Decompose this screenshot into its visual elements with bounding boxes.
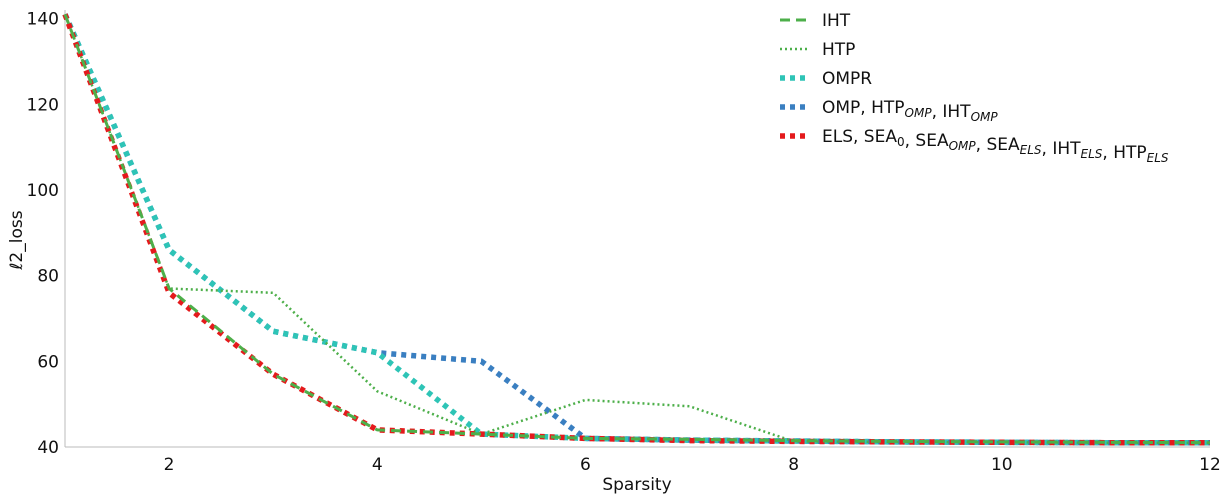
series-line-4 bbox=[62, 13, 1210, 446]
series-layer bbox=[62, 13, 1211, 446]
x-tick-label: 10 bbox=[991, 455, 1013, 475]
y-tick-label: 120 bbox=[27, 95, 59, 115]
axes bbox=[64, 10, 1210, 448]
y-axis-label: ℓ2_loss bbox=[7, 210, 27, 270]
x-tick-label: 4 bbox=[372, 455, 383, 475]
tick-layer: 2 4 6 8 10 12 40 60 80 100 120 140 bbox=[27, 10, 1221, 475]
x-tick-label: 8 bbox=[788, 455, 799, 475]
y-tick-label: 40 bbox=[37, 438, 59, 458]
legend-label-4: ELS, SEA0, SEAOMP, SEAELS, IHTELS, HTPEL… bbox=[822, 127, 1169, 165]
y-tick-label: 60 bbox=[37, 352, 59, 372]
legend-label-1: HTP bbox=[822, 40, 855, 60]
series-line-1 bbox=[63, 13, 1210, 444]
legend-label-0: IHT bbox=[822, 11, 851, 31]
series-line-0 bbox=[63, 13, 1211, 445]
legend-label-2: OMPR bbox=[822, 69, 872, 89]
series-line-2 bbox=[62, 13, 1210, 446]
x-tick-label: 12 bbox=[1199, 455, 1221, 475]
y-tick-label: 100 bbox=[27, 181, 59, 201]
x-tick-label: 2 bbox=[164, 455, 175, 475]
x-axis-label: Sparsity bbox=[602, 475, 671, 494]
legend-label-3: OMP, HTPOMP, IHTOMP bbox=[822, 98, 998, 124]
y-tick-label: 80 bbox=[37, 267, 59, 287]
y-tick-label: 140 bbox=[27, 10, 59, 30]
series-line-3 bbox=[62, 13, 1210, 446]
x-tick-label: 6 bbox=[580, 455, 591, 475]
legend: IHT HTP OMPR OMP, HTPOMP, IHTOMP ELS, SEA0, … bbox=[780, 11, 1169, 165]
